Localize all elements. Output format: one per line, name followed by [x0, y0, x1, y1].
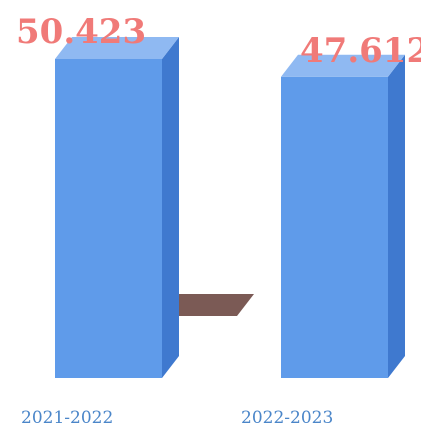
bars-layer [55, 37, 405, 379]
bar-top-2021-2022 [55, 37, 179, 59]
bar-top-2022-2023 [281, 54, 405, 77]
x-tick-label-2021-2022: 2021-2022 [21, 408, 113, 428]
bar-front-2022-2023 [281, 76, 388, 379]
x-tick-label-2022-2023: 2022-2023 [241, 408, 333, 428]
bar-2022-2023 [281, 54, 405, 379]
bar-side-2021-2022 [162, 37, 179, 378]
bar-2021-2022 [55, 37, 179, 378]
bar-side-2022-2023 [388, 54, 405, 379]
value-label-2022-2023: 47.612 [300, 31, 421, 71]
bar-front-2021-2022 [55, 59, 162, 378]
value-label-2021-2022: 50.423 [16, 12, 146, 52]
